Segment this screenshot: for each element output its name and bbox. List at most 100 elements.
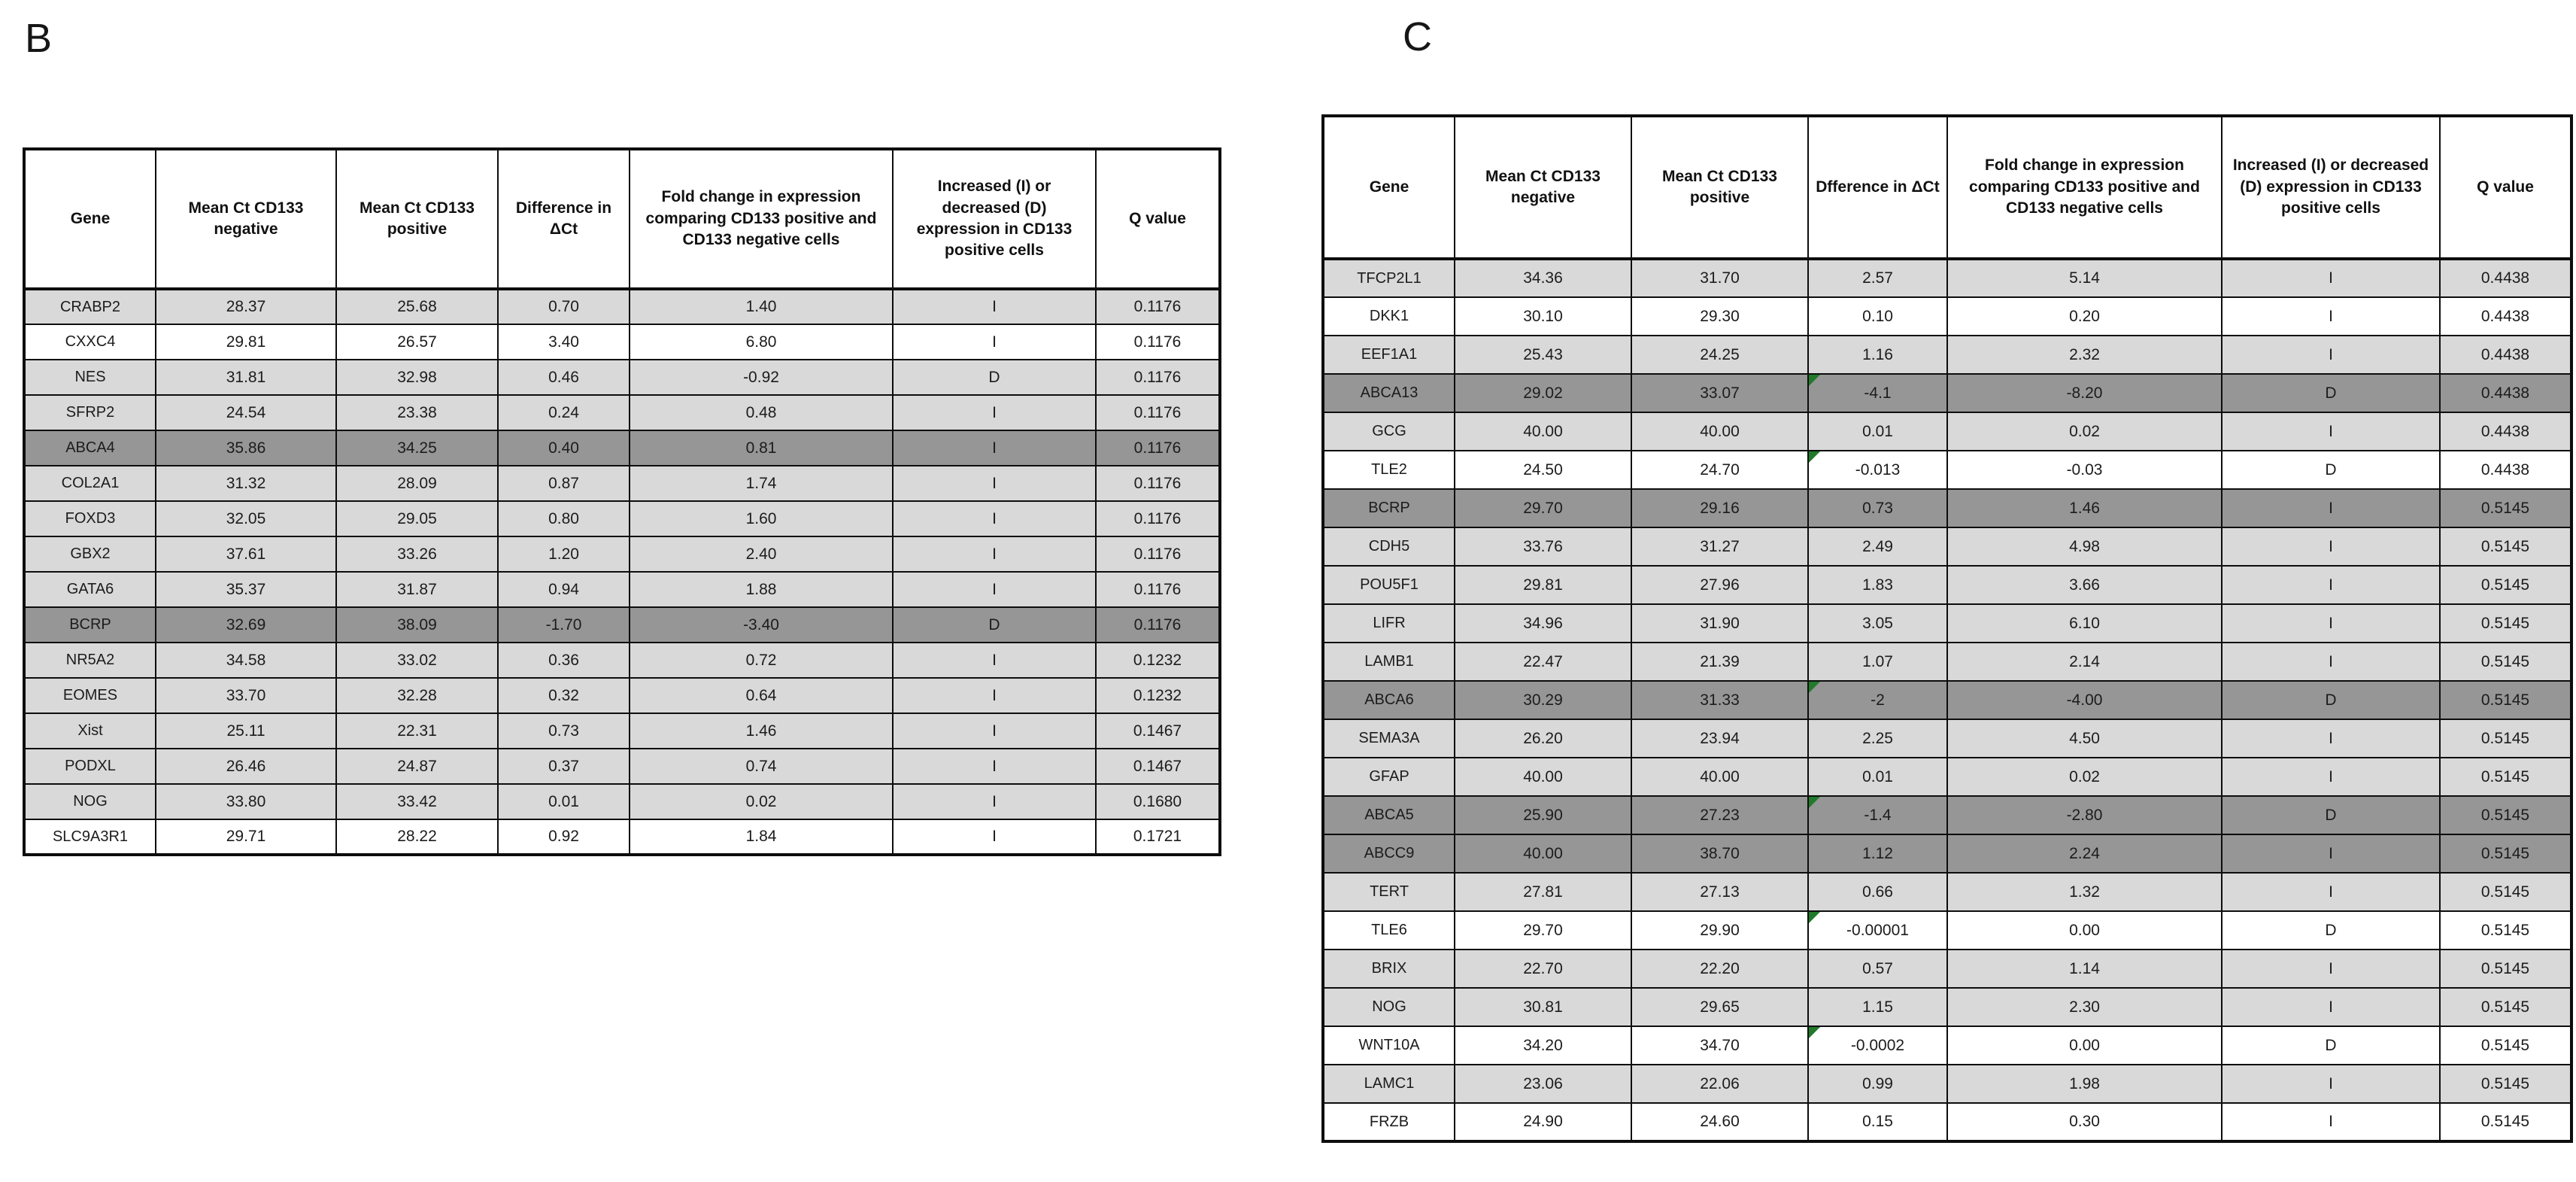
cell-mean-ct-positive: 24.60 [1631, 1102, 1809, 1142]
cell-mean-ct-positive: 22.31 [335, 713, 499, 749]
cell-fold-change: 4.98 [1946, 527, 2223, 567]
table-header: Gene Mean Ct CD133 negative Mean Ct CD133 … [1322, 115, 2572, 260]
cell-gene: CDH5 [1322, 527, 1455, 567]
cell-direction: D [2221, 373, 2441, 413]
column-header: Mean Ct CD133 negative [1454, 115, 1632, 260]
cell-gene: LAMC1 [1322, 1064, 1455, 1104]
cell-mean-ct-negative: 31.81 [155, 359, 337, 396]
cell-difference-dct: -0.00001 [1807, 910, 1948, 950]
table-body: TFCP2L1 34.36 31.70 2.57 5.14 I 0.4438 DKK1 30.1… [1322, 258, 2572, 1142]
cell-direction: I [892, 536, 1097, 573]
cell-fold-change: 1.40 [629, 288, 894, 325]
cell-difference-dct: 0.73 [1807, 488, 1948, 528]
table-row: EOMES 33.70 32.28 0.32 0.64 I 0.1232 [23, 677, 1221, 714]
cell-difference-dct: 0.01 [1807, 412, 1948, 451]
cell-direction: I [2221, 258, 2441, 298]
cell-gene: FRZB [1322, 1102, 1455, 1142]
cell-fold-change: -8.20 [1946, 373, 2223, 413]
cell-mean-ct-positive: 33.02 [335, 642, 499, 679]
cell-q-value: 0.5145 [2439, 488, 2572, 528]
cell-gene: EEF1A1 [1322, 335, 1455, 375]
cell-difference-dct: 0.73 [497, 713, 630, 749]
cell-gene: SFRP2 [23, 394, 156, 431]
cell-mean-ct-negative: 22.47 [1454, 642, 1632, 682]
cell-fold-change: 6.80 [629, 324, 894, 360]
excel-error-marker-icon [1810, 682, 1820, 693]
cell-direction: I [892, 324, 1097, 360]
cell-mean-ct-positive: 26.57 [335, 324, 499, 360]
cell-difference-dct: 2.57 [1807, 258, 1948, 298]
table-row: LAMB1 22.47 21.39 1.07 2.14 I 0.5145 [1322, 642, 2572, 682]
cell-direction: D [892, 359, 1097, 396]
cell-q-value: 0.5145 [2439, 949, 2572, 989]
cell-mean-ct-positive: 29.65 [1631, 987, 1809, 1027]
cell-gene: FOXD3 [23, 500, 156, 537]
cell-q-value: 0.5145 [2439, 1102, 2572, 1142]
cell-q-value: 0.5145 [2439, 795, 2572, 835]
cell-direction: I [892, 394, 1097, 431]
cell-direction: I [2221, 949, 2441, 989]
cell-fold-change: 1.84 [629, 819, 894, 855]
cell-q-value: 0.5145 [2439, 872, 2572, 912]
column-header: Mean Ct CD133 positive [1631, 115, 1809, 260]
cell-q-value: 0.1680 [1095, 783, 1221, 820]
cell-mean-ct-negative: 40.00 [1454, 834, 1632, 874]
column-header: Mean Ct CD133 positive [335, 148, 499, 290]
cell-direction: I [2221, 335, 2441, 375]
cell-q-value: 0.1176 [1095, 606, 1221, 643]
gene-expression-table-c: Gene Mean Ct CD133 negative Mean Ct CD133 … [1321, 114, 2573, 1143]
cell-fold-change: 2.30 [1946, 987, 2223, 1027]
cell-difference-dct: 0.24 [497, 394, 630, 431]
cell-mean-ct-positive: 27.13 [1631, 872, 1809, 912]
table-body: CRABP2 28.37 25.68 0.70 1.40 I 0.1176 CXXC4 29.8… [23, 288, 1221, 855]
cell-difference-dct: 2.25 [1807, 719, 1948, 758]
cell-gene: DKK1 [1322, 296, 1455, 336]
cell-mean-ct-positive: 28.22 [335, 819, 499, 855]
cell-gene: ABCA13 [1322, 373, 1455, 413]
table-row: ABCA6 30.29 31.33 -2 -4.00 D 0.5145 [1322, 680, 2572, 720]
cell-mean-ct-negative: 32.05 [155, 500, 337, 537]
table-row: LAMC1 23.06 22.06 0.99 1.98 I 0.5145 [1322, 1064, 2572, 1104]
cell-mean-ct-positive: 27.96 [1631, 565, 1809, 605]
table-row: NES 31.81 32.98 0.46 -0.92 D 0.1176 [23, 359, 1221, 396]
cell-fold-change: 1.14 [1946, 949, 2223, 989]
cell-q-value: 0.4438 [2439, 296, 2572, 336]
cell-mean-ct-negative: 29.02 [1454, 373, 1632, 413]
cell-difference-dct: 0.32 [497, 677, 630, 714]
table-row: FRZB 24.90 24.60 0.15 0.30 I 0.5145 [1322, 1102, 2572, 1142]
cell-mean-ct-positive: 40.00 [1631, 412, 1809, 451]
cell-fold-change: 5.14 [1946, 258, 2223, 298]
table-row: TLE6 29.70 29.90 -0.00001 0.00 D 0.5145 [1322, 910, 2572, 950]
cell-mean-ct-positive: 31.70 [1631, 258, 1809, 298]
cell-direction: D [2221, 450, 2441, 490]
cell-q-value: 0.5145 [2439, 910, 2572, 950]
cell-difference-dct: 1.15 [1807, 987, 1948, 1027]
table-row: NOG 33.80 33.42 0.01 0.02 I 0.1680 [23, 783, 1221, 820]
column-header: Mean Ct CD133 negative [155, 148, 337, 290]
cell-mean-ct-positive: 27.23 [1631, 795, 1809, 835]
cell-gene: GATA6 [23, 571, 156, 608]
cell-q-value: 0.5145 [2439, 603, 2572, 643]
cell-mean-ct-positive: 38.70 [1631, 834, 1809, 874]
cell-mean-ct-negative: 37.61 [155, 536, 337, 573]
cell-direction: I [892, 571, 1097, 608]
cell-q-value: 0.5145 [2439, 987, 2572, 1027]
cell-fold-change: 0.48 [629, 394, 894, 431]
cell-gene: GCG [1322, 412, 1455, 451]
cell-mean-ct-negative: 40.00 [1454, 412, 1632, 451]
cell-difference-dct: 1.07 [1807, 642, 1948, 682]
cell-difference-dct: 0.99 [1807, 1064, 1948, 1104]
cell-fold-change: 2.32 [1946, 335, 2223, 375]
cell-mean-ct-negative: 30.81 [1454, 987, 1632, 1027]
cell-direction: I [2221, 872, 2441, 912]
cell-mean-ct-negative: 29.81 [155, 324, 337, 360]
cell-difference-dct: 0.01 [1807, 757, 1948, 797]
cell-mean-ct-positive: 23.38 [335, 394, 499, 431]
table-row: GBX2 37.61 33.26 1.20 2.40 I 0.1176 [23, 536, 1221, 573]
cell-mean-ct-negative: 34.58 [155, 642, 337, 679]
cell-q-value: 0.1176 [1095, 359, 1221, 396]
cell-difference-dct: 1.83 [1807, 565, 1948, 605]
cell-direction: I [892, 288, 1097, 325]
cell-gene: SLC9A3R1 [23, 819, 156, 855]
cell-fold-change: 0.64 [629, 677, 894, 714]
